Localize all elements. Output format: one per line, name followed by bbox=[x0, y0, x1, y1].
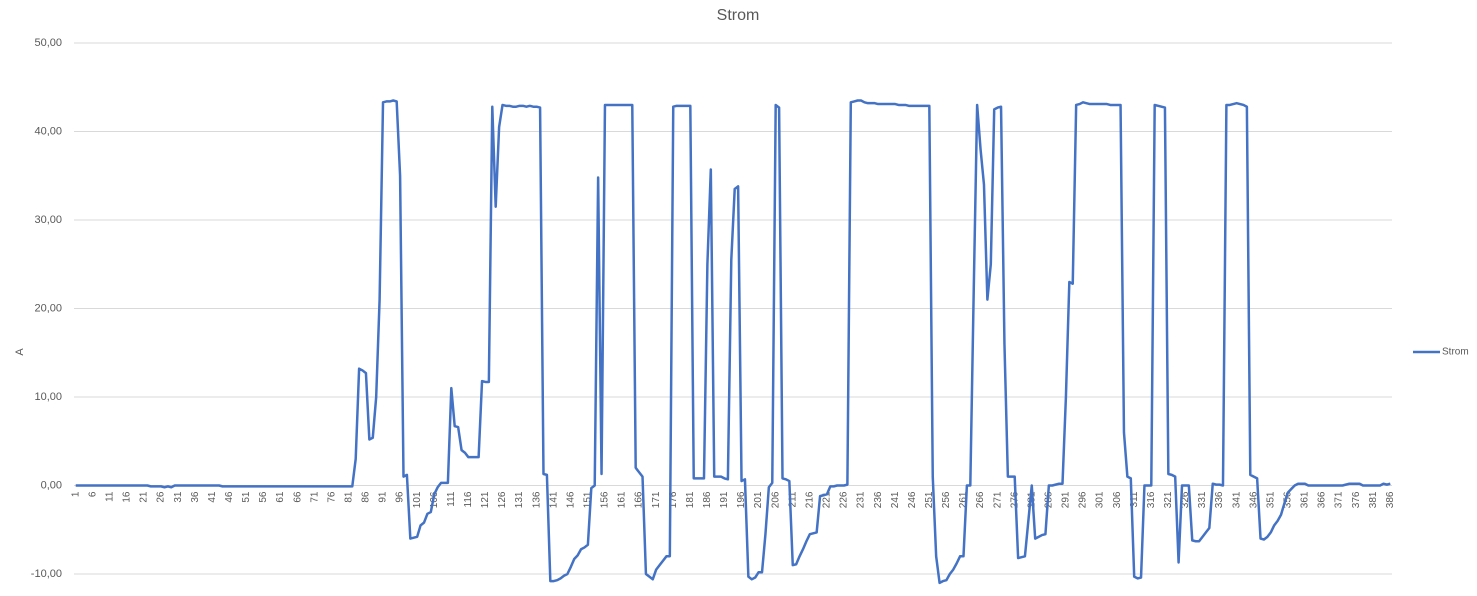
x-tick-label: 186 bbox=[702, 491, 713, 508]
x-tick-label: 211 bbox=[787, 491, 798, 507]
x-tick-label: 31 bbox=[173, 491, 184, 503]
x-tick-label: 226 bbox=[839, 491, 850, 508]
x-tick-label: 56 bbox=[258, 491, 269, 503]
x-tick-label: 96 bbox=[395, 491, 406, 503]
x-tick-label: 166 bbox=[634, 491, 645, 508]
x-tick-label: 241 bbox=[890, 491, 901, 508]
x-tick-label: 21 bbox=[139, 491, 150, 503]
x-tick-label: 361 bbox=[1300, 491, 1311, 508]
x-tick-label: 331 bbox=[1197, 491, 1208, 508]
x-tick-label: 126 bbox=[497, 491, 508, 508]
x-tick-label: 271 bbox=[992, 491, 1003, 508]
x-tick-label: 246 bbox=[907, 491, 918, 508]
x-tick-label: 136 bbox=[531, 491, 542, 508]
x-tick-label: 146 bbox=[565, 491, 576, 508]
x-tick-label: 266 bbox=[975, 491, 986, 508]
x-tick-label: 301 bbox=[1095, 491, 1106, 508]
x-tick-label: 296 bbox=[1078, 491, 1089, 508]
x-tick-label: 261 bbox=[958, 491, 969, 508]
x-tick-label: 341 bbox=[1231, 491, 1242, 508]
x-tick-label: 6 bbox=[87, 491, 98, 497]
x-tick-label: 61 bbox=[275, 491, 286, 503]
x-tick-label: 366 bbox=[1317, 491, 1328, 508]
x-tick-label: 111 bbox=[446, 491, 457, 507]
x-tick-label: 351 bbox=[1265, 491, 1276, 508]
y-tick-label: 10,00 bbox=[34, 391, 62, 403]
x-tick-label: 196 bbox=[736, 491, 747, 508]
x-tick-label: 11 bbox=[104, 491, 115, 502]
x-tick-label: 221 bbox=[822, 491, 833, 508]
x-tick-label: 26 bbox=[156, 491, 167, 503]
x-tick-label: 101 bbox=[412, 491, 423, 508]
x-tick-label: 131 bbox=[514, 491, 525, 508]
y-tick-label: -10,00 bbox=[31, 568, 62, 580]
x-tick-label: 291 bbox=[1061, 491, 1072, 508]
y-tick-label: 40,00 bbox=[34, 125, 62, 137]
x-tick-label: 91 bbox=[378, 491, 389, 503]
x-tick-label: 176 bbox=[668, 491, 679, 508]
x-tick-label: 306 bbox=[1112, 491, 1123, 508]
x-tick-label: 71 bbox=[309, 491, 320, 503]
x-tick-label: 81 bbox=[344, 491, 355, 503]
legend-label: Strom bbox=[1442, 347, 1469, 358]
x-tick-label: 206 bbox=[770, 491, 781, 508]
x-tick-label: 191 bbox=[719, 491, 730, 508]
chart-title: Strom bbox=[717, 7, 760, 24]
x-tick-label: 251 bbox=[924, 491, 935, 508]
y-axis-label: A bbox=[14, 348, 26, 356]
x-tick-label: 316 bbox=[1146, 491, 1157, 508]
x-tick-label: 36 bbox=[190, 491, 201, 503]
x-tick-label: 346 bbox=[1248, 491, 1259, 508]
x-tick-label: 236 bbox=[873, 491, 884, 508]
x-tick-label: 171 bbox=[651, 491, 662, 508]
x-tick-label: 161 bbox=[617, 491, 628, 508]
x-tick-label: 386 bbox=[1385, 491, 1396, 508]
x-tick-label: 41 bbox=[207, 491, 218, 503]
x-tick-label: 381 bbox=[1368, 491, 1379, 508]
x-tick-label: 376 bbox=[1351, 491, 1362, 508]
x-tick-label: 231 bbox=[856, 491, 867, 508]
x-tick-label: 16 bbox=[122, 491, 133, 503]
x-tick-label: 326 bbox=[1180, 491, 1191, 508]
x-tick-label: 181 bbox=[685, 491, 696, 508]
x-tick-label: 156 bbox=[600, 491, 611, 508]
x-tick-label: 141 bbox=[548, 491, 559, 508]
x-tick-label: 1 bbox=[70, 491, 81, 497]
y-tick-label: 50,00 bbox=[34, 37, 62, 49]
x-tick-label: 46 bbox=[224, 491, 235, 503]
x-tick-label: 201 bbox=[753, 491, 764, 508]
x-tick-label: 216 bbox=[804, 491, 815, 508]
y-tick-label: 30,00 bbox=[34, 214, 62, 226]
x-tick-label: 66 bbox=[292, 491, 303, 503]
series-line bbox=[75, 99, 1391, 585]
x-tick-label: 121 bbox=[480, 491, 491, 508]
x-tick-label: 51 bbox=[241, 491, 252, 503]
x-tick-label: 311 bbox=[1129, 491, 1140, 507]
x-tick-label: 356 bbox=[1282, 491, 1293, 508]
y-tick-label: 0,00 bbox=[41, 479, 62, 491]
x-tick-label: 116 bbox=[463, 491, 474, 507]
x-tick-label: 336 bbox=[1214, 491, 1225, 508]
y-tick-label: 20,00 bbox=[34, 302, 62, 314]
x-tick-label: 151 bbox=[583, 491, 594, 508]
x-tick-label: 321 bbox=[1163, 491, 1174, 508]
x-tick-label: 371 bbox=[1334, 491, 1345, 508]
x-tick-label: 76 bbox=[326, 491, 337, 503]
x-tick-label: 86 bbox=[361, 491, 372, 503]
x-tick-label: 256 bbox=[941, 491, 952, 508]
